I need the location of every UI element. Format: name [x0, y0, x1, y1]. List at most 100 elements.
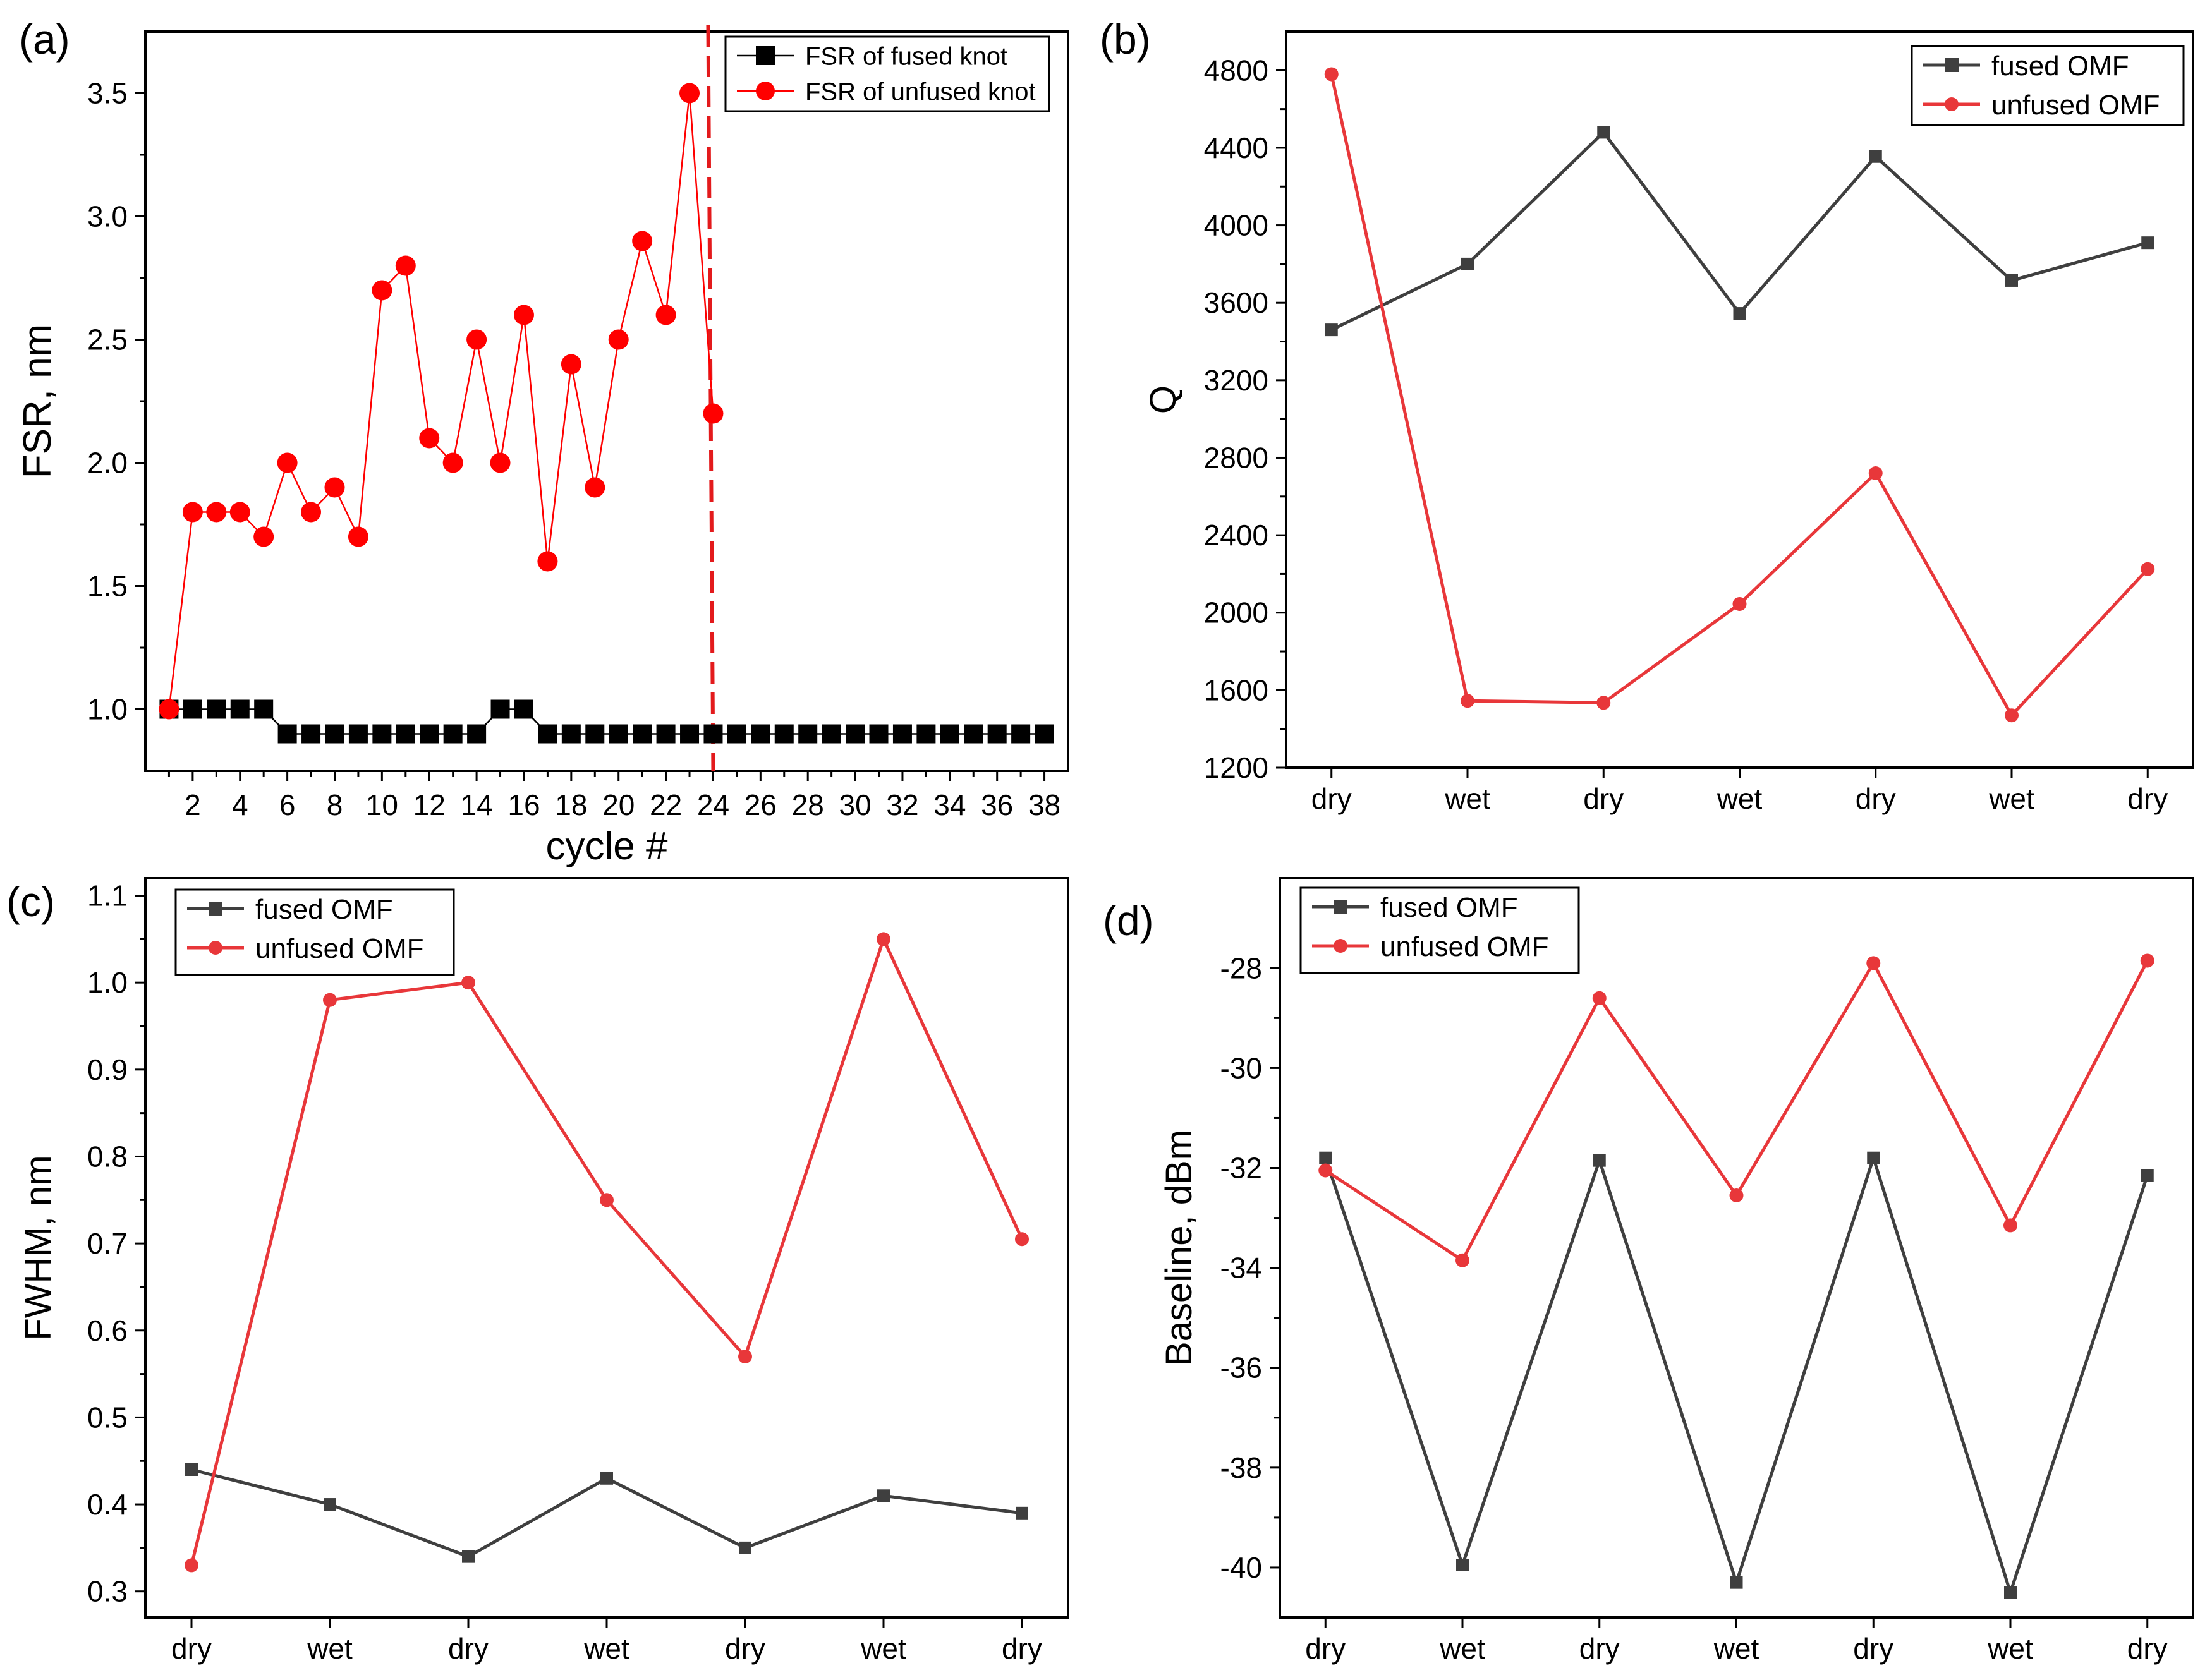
x-tick-label: dry [448, 1632, 489, 1665]
data-point [185, 1463, 198, 1476]
data-point [324, 477, 345, 498]
data-point [608, 329, 629, 350]
series-1 [1325, 126, 2154, 337]
data-point [372, 724, 392, 744]
y-tick-label: 2400 [1204, 519, 1268, 552]
y-tick-label: 0.5 [87, 1401, 128, 1434]
data-point [538, 724, 557, 744]
data-point [703, 724, 723, 744]
data-point [1733, 307, 1746, 320]
data-point [537, 551, 558, 572]
legend: fused OMF unfused OMF [174, 888, 455, 976]
x-tick-label: 24 [697, 789, 729, 821]
data-point [419, 428, 440, 449]
data-point [1456, 1558, 1469, 1571]
data-point [1596, 696, 1611, 710]
y-tick-label: 1.0 [87, 693, 128, 726]
data-point [632, 231, 653, 251]
vertical-marker [706, 25, 715, 771]
data-point [396, 724, 415, 744]
data-point [892, 724, 912, 744]
x-tick-label: 2 [185, 789, 201, 821]
x-tick-label: 4 [232, 789, 248, 821]
legend-marker [209, 941, 222, 955]
data-point [462, 1550, 475, 1563]
series-line [1330, 73, 2149, 718]
data-point [1319, 1151, 1332, 1164]
y-tick-label: -28 [1220, 952, 1262, 984]
data-point [751, 724, 770, 744]
x-tick-label: 36 [981, 789, 1013, 821]
data-point [2141, 236, 2154, 250]
legend-label: unfused OMF [255, 933, 424, 964]
panel-label: (b) [1100, 16, 1151, 63]
data-point [940, 724, 959, 744]
y-axis-label: Q [1143, 385, 1184, 414]
legend: FSR of fused knot FSR of unfused knot [724, 35, 1050, 112]
series-1 [1319, 1151, 2154, 1599]
data-point [585, 724, 605, 744]
x-tick-label: wet [1988, 782, 2034, 815]
panel-label: (a) [19, 16, 70, 63]
chart-panel-3: (c) 0.3 0.4 0.5 0.6 0.7 0.8 0.9 1.0 1.1 dry wet dry w… [6, 877, 1069, 1665]
data-point [467, 724, 487, 744]
series-2 [185, 932, 1029, 1573]
data-point [1461, 694, 1474, 708]
series-line [1324, 960, 2149, 1263]
panel-label: (d) [1103, 897, 1154, 944]
legend-label: fused OMF [1991, 51, 2129, 82]
data-point [348, 526, 368, 547]
data-point [561, 354, 581, 375]
data-point [1732, 596, 1747, 611]
data-point [2005, 708, 2019, 723]
data-point [442, 452, 463, 473]
data-point [877, 1489, 890, 1502]
x-tick-label: wet [1439, 1632, 1485, 1665]
plot-frame [144, 877, 1069, 1619]
y-axis-label: FSR, nm [16, 324, 59, 479]
y-tick-label: 1.1 [87, 879, 128, 912]
data-point [561, 724, 581, 744]
x-tick-label: 38 [1028, 789, 1060, 821]
data-point [461, 976, 475, 990]
plot-frame [1285, 30, 2194, 769]
y-tick-label: 0.6 [87, 1314, 128, 1347]
x-tick-label: wet [583, 1632, 629, 1665]
legend-marker [756, 82, 775, 100]
x-tick-label: 8 [327, 789, 343, 821]
y-tick-label: 4000 [1204, 209, 1268, 242]
data-point [964, 724, 983, 744]
series-line [168, 93, 714, 710]
legend-marker [1945, 97, 1959, 111]
data-point [1868, 466, 1883, 480]
x-tick-label: 30 [839, 789, 871, 821]
data-point [301, 724, 321, 744]
y-tick-label: 3600 [1204, 286, 1268, 319]
legend-marker [1334, 939, 1347, 953]
data-point [1729, 1188, 1744, 1202]
data-point [1324, 67, 1339, 82]
data-point [1011, 724, 1031, 744]
plot-frame [144, 30, 1069, 772]
data-point [420, 724, 439, 744]
x-tick-label: dry [1305, 1632, 1346, 1665]
y-tick-label: 4400 [1204, 131, 1268, 164]
data-point [325, 724, 344, 744]
data-point [987, 724, 1007, 744]
data-point [513, 305, 534, 325]
x-tick-label: dry [2127, 782, 2168, 815]
data-point [2140, 953, 2154, 968]
x-tick-label: dry [1583, 782, 1624, 815]
series-2 [159, 83, 724, 720]
x-tick-label: dry [1002, 1632, 1042, 1665]
x-tick-label: dry [171, 1632, 212, 1665]
data-point [324, 1498, 336, 1511]
y-tick-label: 0.3 [87, 1575, 128, 1608]
data-point [738, 1350, 752, 1364]
data-point [1455, 1253, 1469, 1267]
x-tick-label: wet [1987, 1632, 2033, 1665]
y-tick-label: 3.5 [87, 77, 128, 110]
series-1 [185, 1463, 1028, 1563]
data-point [1593, 1154, 1606, 1167]
